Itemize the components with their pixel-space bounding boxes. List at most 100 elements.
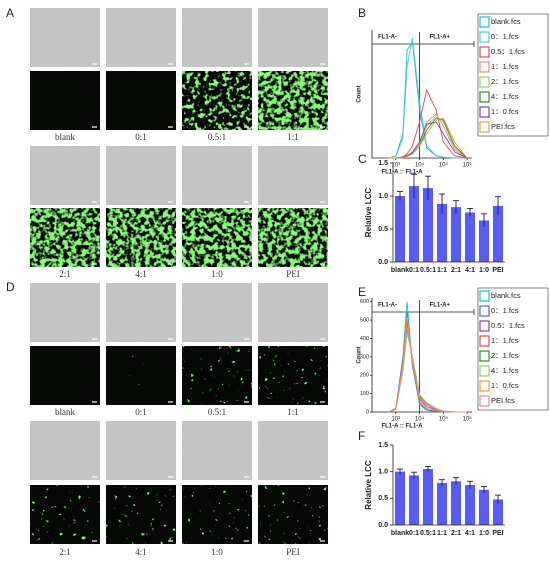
histogram-line	[388, 325, 468, 413]
y-tick-label: 100	[360, 391, 369, 397]
legend-swatch	[479, 380, 490, 392]
x-tick-label: 10⁴	[415, 416, 425, 423]
bar	[464, 212, 476, 262]
axis-frame	[392, 163, 505, 263]
axis-frame	[371, 298, 472, 413]
image-caption: 1:1	[287, 407, 299, 417]
fluorescence-signal	[182, 485, 252, 544]
legend-swatch	[479, 121, 490, 133]
legend-label: 4：1.fcs	[491, 92, 519, 101]
image-caption: 1:0	[211, 269, 223, 279]
fluorescence-image	[30, 346, 100, 405]
legend-swatch	[479, 290, 490, 302]
brightfield-texture	[106, 8, 176, 67]
brightfield-texture	[30, 283, 100, 342]
y-tick-label: 1.0	[378, 469, 388, 476]
histogram-line	[388, 115, 468, 159]
x-tick-label: 10⁵	[439, 416, 449, 423]
fluorescence-signal	[182, 71, 252, 130]
bar	[492, 205, 504, 262]
brightfield-texture	[106, 283, 176, 342]
gate-label: FL1-A-	[378, 35, 397, 41]
y-tick-label: 0.0	[378, 522, 388, 529]
legend-label: blank.fcs	[491, 17, 521, 26]
legend-label: 1：1.fcs	[491, 336, 519, 345]
fluorescence-signal	[30, 485, 100, 544]
image-caption: 1:0	[211, 547, 223, 557]
histogram-line	[388, 312, 468, 413]
bar	[492, 499, 504, 525]
legend-swatch	[479, 76, 490, 88]
brightfield-texture	[30, 421, 100, 480]
legend-label: 0.5：1.fcs	[491, 321, 525, 330]
fluorescence-signal	[258, 71, 328, 130]
legend-swatch	[479, 31, 490, 43]
y-tick-label: 1.5	[378, 160, 388, 167]
x-tick-label: 2:1	[451, 530, 461, 537]
bar	[436, 203, 448, 262]
histogram-line	[388, 113, 468, 159]
brightfield-texture	[182, 146, 252, 205]
fluorescence-signal	[30, 208, 100, 267]
x-tick-label: 0:1	[409, 530, 419, 537]
x-tick-label: 0.5:1	[420, 530, 436, 537]
image-caption: 4:1	[135, 547, 147, 557]
fluorescence-signal	[182, 346, 252, 405]
x-tick-label: 10⁴	[415, 162, 425, 169]
legend-box	[477, 13, 549, 137]
legend-swatch	[479, 305, 490, 317]
fluorescence-image	[30, 71, 100, 130]
image-caption: 0.5:1	[208, 407, 226, 417]
y-tick-label: 1.5	[378, 442, 388, 449]
brightfield-texture	[258, 421, 328, 480]
histogram-line	[388, 316, 468, 413]
bar	[394, 196, 406, 262]
legend-label: 0：1.fcs	[491, 306, 519, 315]
x-tick-label: 0:1	[409, 267, 419, 274]
x-axis-label: FL1-A :: FL1-A	[381, 170, 423, 176]
image-caption: PEI	[286, 547, 300, 557]
legend-label: blank.fcs	[491, 291, 521, 300]
bar	[408, 186, 420, 262]
legend-label: 4：1.fcs	[491, 366, 519, 375]
x-tick-label: 10³	[391, 163, 400, 169]
brightfield-texture	[182, 8, 252, 67]
x-tick-label: 4:1	[465, 530, 475, 537]
y-tick-label: 1.0	[378, 193, 388, 200]
fluorescence-image	[106, 71, 176, 130]
legend-label: 0：1.fcs	[491, 32, 519, 41]
x-tick-label: 10⁶	[463, 416, 473, 423]
legend-label: 2：1.fcs	[491, 77, 519, 86]
x-tick-label: 1:1	[437, 530, 447, 537]
fluorescence-signal	[106, 346, 176, 405]
x-tick-label: PEI	[492, 267, 503, 274]
image-caption: blank	[55, 132, 75, 142]
bar	[422, 188, 434, 262]
axis-frame	[392, 445, 505, 526]
image-caption: 2:1	[59, 269, 71, 279]
legend-swatch	[479, 350, 490, 362]
image-caption: 0.5:1	[208, 132, 226, 142]
x-tick-label: blank	[391, 530, 409, 537]
y-axis-label: Count	[357, 346, 363, 363]
image-caption: 1:1	[287, 132, 299, 142]
legend-swatch	[479, 46, 490, 58]
brightfield-texture	[258, 8, 328, 67]
brightfield-texture	[106, 146, 176, 205]
image-caption: blank	[55, 407, 75, 417]
x-tick-label: 10⁵	[439, 162, 449, 169]
x-tick-label: PEI	[492, 530, 503, 537]
gate-positive	[419, 309, 475, 315]
brightfield-texture	[106, 421, 176, 480]
fluorescence-signal	[258, 208, 328, 267]
legend-box	[477, 287, 549, 411]
legend-swatch	[479, 365, 490, 377]
image-caption: 4:1	[135, 269, 147, 279]
legend-label: 1：1.fcs	[491, 62, 519, 71]
y-tick-label: 0.0	[378, 259, 388, 266]
fluorescence-signal	[106, 485, 176, 544]
y-tick-label: 300	[360, 354, 369, 360]
x-axis-label: FL1-A :: FL1-A	[381, 424, 423, 430]
legend-label: PEI.fcs	[491, 396, 515, 405]
bar	[408, 475, 420, 525]
